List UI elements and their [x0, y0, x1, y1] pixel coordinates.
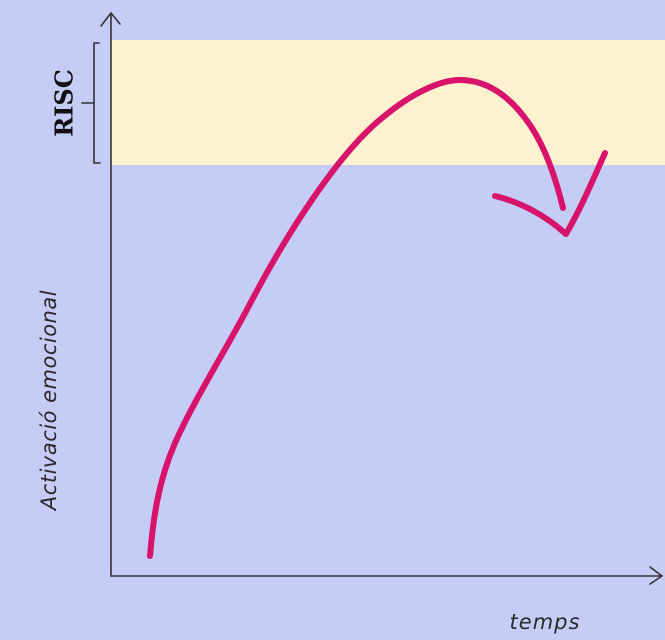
- y-axis: [100, 11, 121, 577]
- curve-arrowhead: [492, 150, 608, 237]
- x-axis: [110, 566, 664, 585]
- y-axis-label: Activació emocional: [37, 290, 61, 512]
- x-axis-label: temps: [510, 610, 581, 634]
- risk-bracket: [81, 42, 101, 164]
- risk-zone-band: [111, 40, 665, 165]
- risk-zone-label: RISC: [50, 69, 79, 137]
- emotional-activation-curve: [147, 77, 566, 559]
